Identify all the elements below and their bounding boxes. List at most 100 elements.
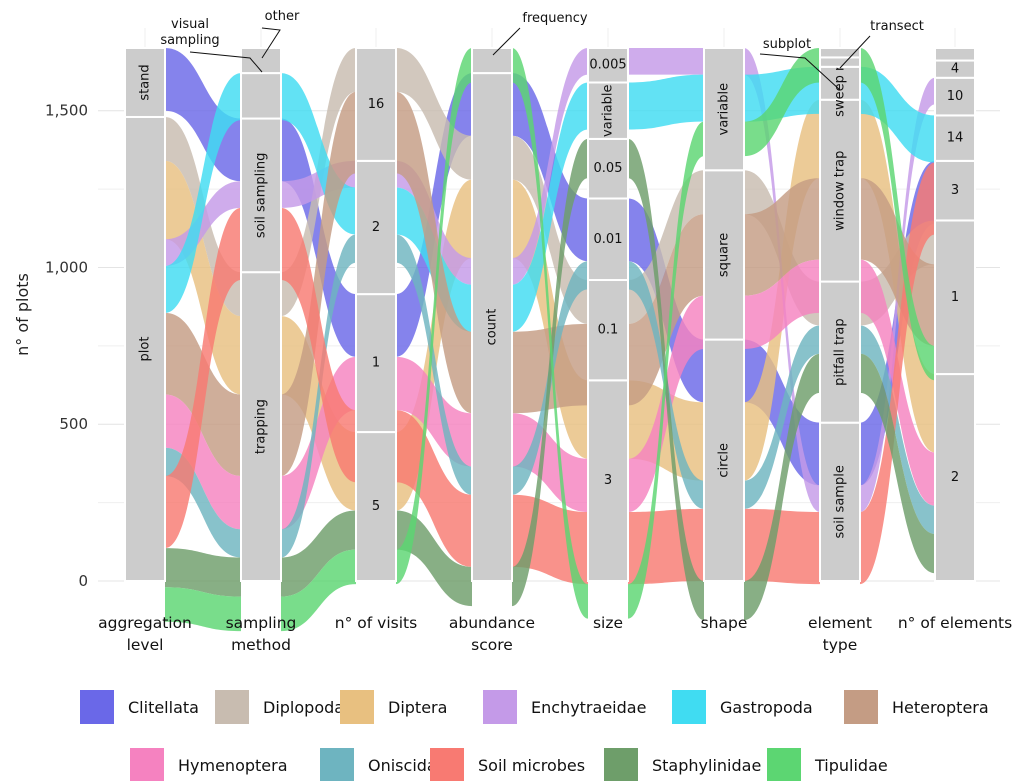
axis-nodes: plot stand trapping soil sampling 5 1 2 16 count…: [124, 47, 976, 583]
callout-label: frequency: [522, 11, 588, 26]
y-tick-label: 500: [59, 415, 88, 433]
legend-label: Diplopoda: [263, 698, 344, 717]
legend-swatch: [320, 748, 354, 781]
flow-band: [165, 548, 241, 597]
axis-node: [355, 431, 397, 582]
axis-node: [471, 72, 513, 582]
node-label: count: [485, 309, 500, 346]
flow-band: [744, 353, 820, 621]
axis-node: [934, 47, 976, 62]
legend-swatch: [604, 748, 638, 781]
node-label: 10: [947, 89, 964, 104]
y-axis: 0 500 1,000 1,500 n° of plots: [13, 102, 88, 590]
axis-node: [124, 47, 166, 118]
flow-band: [860, 162, 935, 585]
node-label: soil sampling: [254, 153, 269, 238]
node-label: variable: [601, 84, 616, 136]
legend-label: Gastropoda: [720, 698, 813, 717]
callout-label: visual: [171, 17, 209, 32]
node-label: soil sample: [833, 465, 848, 538]
legend-swatch: [215, 690, 249, 724]
flow-band: [396, 91, 472, 414]
axis-node: [934, 159, 976, 222]
flow-band: [396, 510, 472, 607]
node-label: 16: [368, 97, 385, 112]
callout-label: other: [265, 9, 300, 24]
legend-swatch: [340, 690, 374, 724]
flow-band: [512, 48, 588, 285]
node-label: 3: [951, 183, 959, 198]
node-label: stand: [138, 64, 153, 100]
axis-node: [703, 47, 745, 172]
node-label: variable: [717, 83, 732, 135]
y-tick-label: 1,000: [45, 258, 88, 276]
legend-label: Clitellata: [128, 698, 199, 717]
flow-band: [165, 160, 241, 395]
node-label: 2: [372, 220, 380, 235]
flow-band: [628, 121, 704, 619]
flow-band: [396, 356, 472, 467]
node-label: 5: [372, 499, 380, 514]
x-axis-label: type: [823, 636, 858, 654]
node-label: circle: [717, 443, 732, 478]
flow-band: [281, 91, 356, 476]
node-label: 1: [372, 356, 380, 371]
node-label: 4: [951, 62, 959, 77]
node-label: 0.005: [589, 58, 626, 73]
legend-label: Soil microbes: [478, 756, 585, 775]
flow-band: [281, 549, 356, 632]
flow-band: [744, 325, 820, 509]
flow-band: [281, 207, 356, 483]
x-axis-label: method: [231, 636, 291, 654]
flow-band: [165, 48, 241, 182]
x-axis-label: abundance: [449, 614, 535, 632]
callout-label: subplot: [763, 37, 811, 52]
legend: Clitellata Diplopoda Diptera Enchytraeidae G…: [80, 690, 989, 781]
flow-band: [860, 353, 935, 574]
x-axis-label: level: [127, 636, 164, 654]
flow-band: [744, 508, 820, 585]
y-tick-label: 1,500: [45, 102, 88, 120]
flow-band: [512, 138, 588, 607]
legend-label: Enchytraeidae: [531, 698, 646, 717]
node-label: 14: [947, 131, 964, 146]
axis-node: [355, 47, 397, 162]
node-label: square: [717, 233, 732, 277]
flow-band: [512, 82, 588, 332]
flow-band: [165, 181, 241, 266]
flow-band: [512, 48, 588, 619]
legend-swatch: [483, 690, 517, 724]
legend-label: Diptera: [388, 698, 447, 717]
callout-line: [261, 27, 281, 59]
axis-node: [934, 373, 976, 582]
node-label: 0.01: [594, 232, 623, 247]
node-label: 1: [951, 290, 959, 305]
x-axis-label: element: [808, 614, 872, 632]
legend-swatch: [672, 690, 706, 724]
flow-band: [628, 74, 704, 130]
legend-swatch: [80, 690, 114, 724]
flow-band: [165, 207, 241, 549]
axis-node: [240, 117, 282, 274]
x-axis-label: sampling: [226, 614, 297, 632]
flow-band: [744, 178, 820, 296]
axis-node: [587, 137, 629, 200]
legend-label: Staphylinidae: [652, 756, 761, 775]
flow-band: [396, 48, 472, 180]
callout-line: [492, 27, 521, 56]
x-axis-label: aggregation: [98, 614, 192, 632]
axis-node: [934, 219, 976, 376]
callout-label: sampling: [160, 33, 219, 48]
node-label: trapping: [254, 399, 269, 454]
flow-band: [165, 587, 241, 632]
flow-band: [860, 178, 935, 346]
axis-node: [934, 114, 976, 162]
legend-label: Hymenoptera: [178, 756, 288, 775]
flow-band: [860, 325, 935, 534]
node-label: 3: [604, 473, 612, 488]
node-label: pitfall trap: [833, 318, 848, 386]
flow-band: [281, 234, 356, 558]
node-label: 0.05: [594, 161, 623, 176]
axis-node: [819, 65, 861, 101]
